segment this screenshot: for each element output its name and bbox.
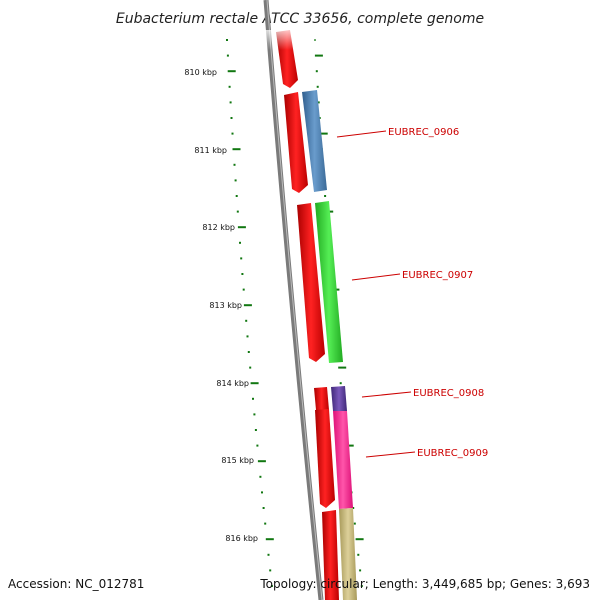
gene-block-EUBREC_0908 [331,386,347,411]
minor-tick [352,507,355,509]
minor-tick [245,319,248,322]
minor-tick [231,132,234,135]
gene-label-EUBREC_0907: EUBREC_0907 [402,270,473,281]
minor-tick [261,491,263,494]
gene-label-EUBREC_0908: EUBREC_0908 [413,388,484,399]
minor-tick [235,195,238,197]
minor-tick [270,585,273,587]
minor-tick [269,569,272,572]
major-tick [227,70,236,73]
minor-tick [239,241,241,244]
minor-tick [229,101,232,104]
major-tick [355,538,364,541]
major-tick [265,538,274,541]
cds-arrow [314,387,329,410]
top-fade [260,30,340,50]
major-tick [319,132,328,135]
topology-info: Topology: circular; Length: 3,449,685 bp… [260,577,590,591]
tick-label-813-kbp: 813 kbp [209,301,242,310]
minor-tick [267,553,270,556]
gene-block-EUBREC_0909 [333,411,353,509]
major-tick [314,54,323,57]
gene-label-leader [351,273,401,281]
tick-label-812-kbp: 812 kbp [202,223,235,232]
minor-tick [324,195,327,197]
major-tick [345,444,354,447]
minor-tick [252,397,254,400]
minor-tick [247,351,250,353]
gene-label-EUBREC_0906: EUBREC_0906 [388,127,459,138]
major-tick [338,366,347,369]
gene-label-leader [336,130,387,138]
minor-tick [246,335,249,338]
cds-arrow [322,510,339,600]
minor-tick [253,413,256,416]
minor-tick [230,117,233,119]
gene-block-EUBREC_0907 [315,201,343,363]
minor-tick [234,179,237,182]
minor-tick [241,273,244,275]
gene-block-next [339,508,357,600]
genome-backbone-highlight [266,0,323,600]
minor-tick [317,101,320,104]
map-title: Eubacterium rectale ATCC 33656, complete… [116,11,484,27]
minor-tick [240,257,243,260]
minor-tick [236,210,239,213]
minor-tick [249,366,252,369]
gene-block-EUBREC_0906 [302,90,327,192]
genome-backbone [263,0,324,600]
cds-arrow [297,203,325,362]
gene-label-EUBREC_0909: EUBREC_0909 [417,448,488,459]
minor-tick [254,429,257,431]
minor-tick [264,522,267,525]
minor-tick [256,444,259,447]
major-tick [243,304,252,307]
major-tick [237,226,246,229]
cds-arrow [284,92,308,193]
tick-label-810-kbp: 810 kbp [184,68,217,77]
minor-tick [359,569,362,572]
minor-tick [357,553,360,556]
major-tick [250,382,259,385]
gene-label-leader [361,391,412,398]
cds-arrow [315,409,335,508]
minor-tick [242,288,245,291]
minor-tick [233,163,236,166]
accession-info: Accession: NC_012781 [8,577,145,591]
inner-tick-marks [226,39,274,587]
minor-tick [353,522,356,525]
minor-tick [262,507,265,509]
minor-tick [360,585,363,587]
minor-tick [228,85,231,88]
minor-tick [316,85,319,88]
gene-label-leader [365,451,416,458]
major-tick [257,460,266,463]
minor-tick [226,54,229,57]
tick-label-814-kbp: 814 kbp [216,379,249,388]
tick-label-811-kbp: 811 kbp [194,146,227,155]
tick-label-816-kbp: 816 kbp [225,534,258,543]
tick-label-815-kbp: 815 kbp [221,456,254,465]
major-tick [232,148,241,151]
minor-tick [226,39,228,41]
minor-tick [259,475,262,478]
minor-tick [315,70,318,73]
minor-tick [339,382,342,385]
